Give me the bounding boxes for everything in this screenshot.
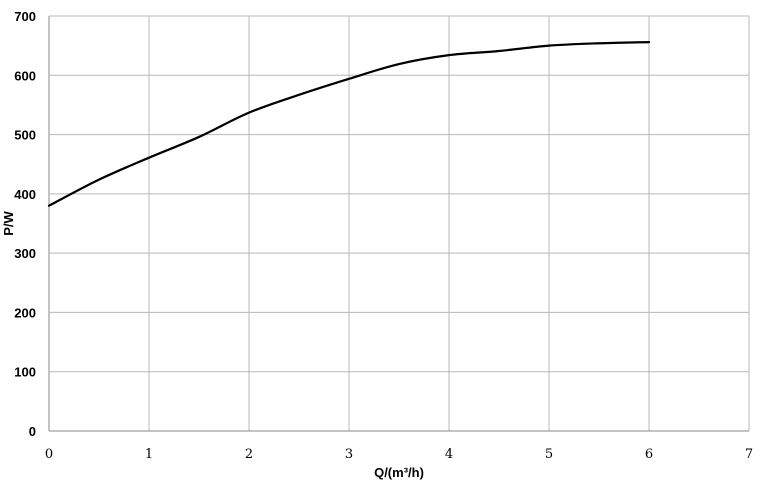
- series-line-0: [47, 40, 651, 207]
- y-axis-title: P/W: [1, 210, 16, 235]
- x-tick-label-1: 1: [145, 447, 153, 462]
- y-tick-label-300: 300: [14, 246, 36, 261]
- x-tick-label-7: 7: [745, 447, 753, 462]
- y-tick-label-400: 400: [14, 187, 36, 202]
- x-tick-label-6: 6: [645, 447, 653, 462]
- y-tick-label-500: 500: [14, 128, 36, 143]
- horizontal-gridlines: [49, 15, 749, 432]
- y-tick-label-200: 200: [14, 305, 36, 320]
- y-tick-label-600: 600: [14, 68, 36, 83]
- y-tick-labels: 0 100 200 300 400 500 600 700: [14, 9, 36, 439]
- x-tick-label-3: 3: [345, 447, 353, 462]
- x-axis-title: Q/(m³/h): [374, 465, 424, 480]
- x-tick-label-4: 4: [445, 447, 453, 462]
- x-tick-label-5: 5: [545, 447, 553, 462]
- series-group: [47, 40, 651, 207]
- y-tick-label-700: 700: [14, 9, 36, 24]
- y-tick-label-100: 100: [14, 365, 36, 380]
- x-tick-label-2: 2: [245, 447, 253, 462]
- y-tick-label-0: 0: [29, 424, 36, 439]
- x-tick-labels: 0 1 2 3 4 5 6 7: [45, 447, 753, 462]
- vertical-gridlines: [48, 16, 750, 431]
- x-tick-label-0: 0: [45, 447, 53, 462]
